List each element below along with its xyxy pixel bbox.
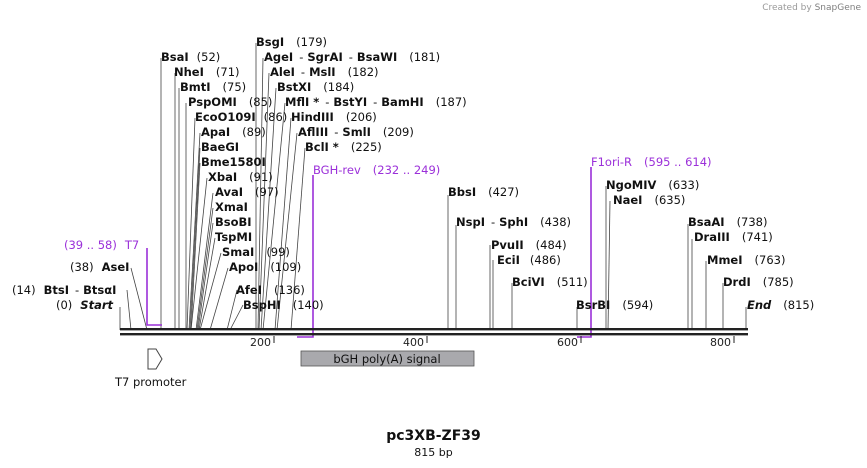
t7-promoter-arrow — [147, 348, 163, 370]
sequence-length: 815 bp — [414, 446, 453, 459]
line-bstxi — [260, 87, 277, 331]
line-bcli — [290, 147, 306, 331]
backbone-bottom-strand — [120, 333, 748, 336]
site-baegi[interactable]: BaeGI — [201, 140, 239, 154]
credit-prefix: Created by — [762, 3, 812, 13]
line-xbai — [190, 177, 208, 331]
bgh-polya-label: bGH poly(A) signal — [333, 352, 440, 366]
line-hindiii — [274, 117, 292, 331]
site-agei-sgrai-bsawi[interactable]: AgeI - SgrAI - BsaWI (181) — [264, 50, 440, 64]
site-bsrbi[interactable]: BsrBI (594) — [576, 298, 653, 312]
axis: 200 400 600 800 — [250, 336, 735, 349]
site-asei[interactable]: (38) AseI — [70, 260, 129, 274]
site-bsai[interactable]: BsaI (52) — [161, 50, 220, 64]
axis-label-600: 600 — [557, 336, 578, 349]
site-apai[interactable]: ApaI (89) — [201, 125, 266, 139]
feature-t7-promoter[interactable]: T7 promoter — [114, 348, 187, 389]
line-tspmi — [198, 237, 216, 331]
line-smai — [199, 252, 222, 331]
site-alei-msli[interactable]: AleI - MslI (182) — [270, 65, 379, 79]
site-xbai[interactable]: XbaI (91) — [208, 170, 273, 184]
line-baegi — [189, 147, 201, 331]
line-afliii — [276, 132, 298, 331]
snapgene-credit: Created by SnapGene — [762, 3, 861, 13]
site-bstxi[interactable]: BstXI (184) — [277, 80, 354, 94]
backbone-top-strand — [120, 328, 748, 331]
t7-promoter-label: T7 promoter — [114, 375, 187, 389]
axis-label-400: 400 — [403, 336, 424, 349]
primer-t7-mark — [146, 248, 162, 326]
site-drdi[interactable]: DrdI (785) — [723, 275, 794, 289]
line-ecoo109i — [186, 117, 196, 331]
line-avai — [195, 192, 214, 331]
primer-bgh-rev[interactable]: BGH-rev (232 .. 249) — [313, 163, 440, 177]
line-afei — [226, 289, 238, 331]
line-asei — [130, 267, 148, 331]
site-nspi-sphi[interactable]: NspI - SphI (438) — [456, 215, 571, 229]
bgh-polya-box — [300, 350, 475, 367]
site-mmei[interactable]: MmeI (763) — [707, 253, 785, 267]
site-ecii[interactable]: EciI (486) — [497, 253, 561, 267]
site-apoi[interactable]: ApoI (109) — [229, 260, 301, 274]
site-mfli-bstyi-bamhi[interactable]: MflI * - BstYI - BamHI (187) — [285, 95, 467, 109]
line-alei — [258, 72, 270, 331]
line-btsi — [126, 289, 132, 331]
cut-site-lines — [119, 43, 747, 331]
site-smai[interactable]: SmaI (99) — [222, 245, 290, 259]
site-pvuii[interactable]: PvuII (484) — [491, 238, 567, 252]
primer-bgh-rev-mark — [297, 175, 314, 338]
site-afei[interactable]: AfeI (136) — [236, 283, 305, 297]
line-bme1580i — [190, 162, 201, 331]
site-avai[interactable]: AvaI (97) — [215, 185, 279, 199]
site-afliii-smli[interactable]: AflIII - SmlI (209) — [298, 125, 414, 139]
site-pspomi[interactable]: PspOMI (85) — [188, 95, 272, 109]
site-bcli[interactable]: BclI * (225) — [305, 140, 382, 154]
primer-marks — [146, 167, 592, 338]
backbone — [120, 328, 748, 336]
primer-f1ori-r-mark — [577, 167, 592, 338]
site-ecoo109i[interactable]: EcoO109I (86) — [195, 110, 287, 124]
primer-f1ori-r[interactable]: F1ori-R (595 .. 614) — [591, 155, 712, 169]
snapgene-logo-text: SnapGene — [814, 3, 861, 13]
site-tspmi[interactable]: TspMI — [215, 230, 252, 244]
site-bsaai[interactable]: BsaAI (738) — [688, 215, 768, 229]
feature-bgh-polya-signal[interactable]: bGH poly(A) signal — [300, 350, 475, 367]
site-bcivi[interactable]: BciVI (511) — [512, 275, 588, 289]
enzyme-labels: BsaI (52) NheI (71) BmtI (75) PspOMI (85) Ec… — [12, 35, 814, 312]
line-xmai — [196, 207, 214, 331]
site-end[interactable]: End (815) — [747, 298, 814, 312]
line-agei — [257, 57, 264, 331]
site-bbsi[interactable]: BbsI (427) — [448, 185, 519, 199]
site-draiii[interactable]: DraIII (741) — [694, 230, 773, 244]
axis-label-800: 800 — [710, 336, 731, 349]
site-start[interactable]: (0) Start — [56, 298, 114, 312]
line-naei — [607, 200, 611, 331]
site-bme1580i[interactable]: Bme1580I — [201, 155, 266, 169]
line-mfli — [262, 102, 286, 331]
site-naei[interactable]: NaeI (635) — [613, 193, 685, 207]
site-bsobi[interactable]: BsoBI — [215, 215, 252, 229]
line-apoi — [209, 267, 229, 331]
site-bmti[interactable]: BmtI (75) — [180, 80, 246, 94]
line-bsphi — [229, 304, 244, 331]
site-bsgi[interactable]: BsgI (179) — [256, 35, 327, 49]
site-btsi-btsai[interactable]: (14) BtsI - BtsαI — [12, 283, 116, 297]
primer-t7[interactable]: (39 .. 58) T7 — [64, 238, 139, 252]
site-hindiii[interactable]: HindIII (206) — [291, 110, 377, 124]
site-nhei[interactable]: NheI (71) — [174, 65, 240, 79]
line-apai — [188, 132, 201, 331]
axis-label-200: 200 — [250, 336, 271, 349]
line-bsobi — [197, 222, 214, 331]
primer-labels: BGH-rev (232 .. 249) F1ori-R (595 .. 614) … — [64, 155, 712, 252]
site-ngomiv[interactable]: NgoMIV (633) — [606, 178, 699, 192]
site-bsphi[interactable]: BspHI (140) — [243, 298, 324, 312]
map-title: pc3XB-ZF39 — [386, 428, 481, 444]
site-xmai[interactable]: XmaI — [215, 200, 248, 214]
